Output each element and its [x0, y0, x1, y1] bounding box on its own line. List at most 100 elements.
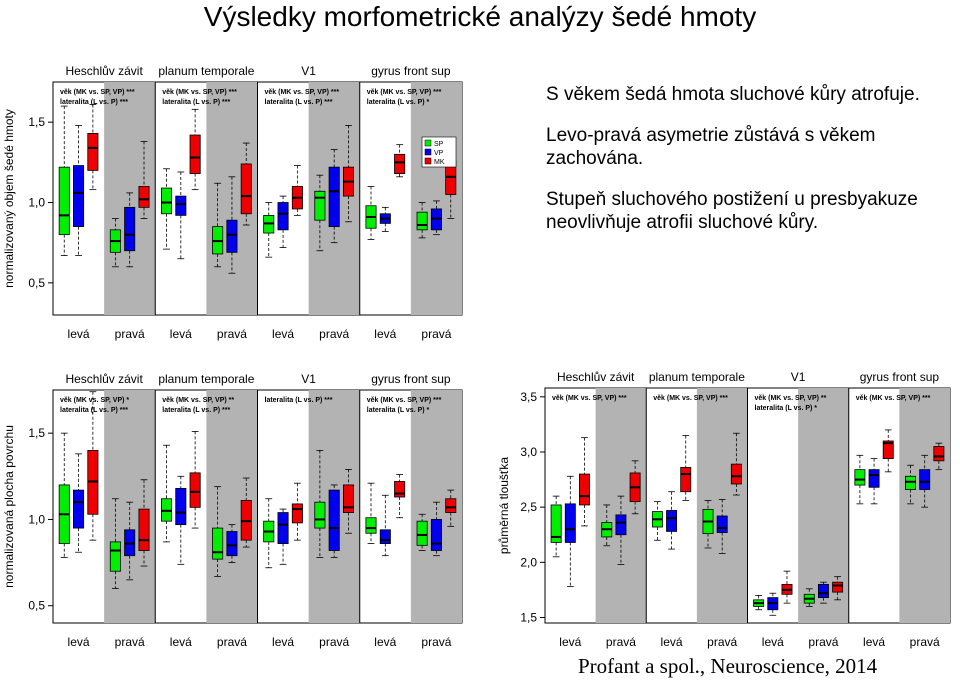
box-SP-levá — [854, 454, 866, 505]
box-iqr — [212, 527, 224, 560]
right-hemisphere-shade — [410, 82, 462, 315]
y-tick-label: 1,5 — [28, 426, 45, 440]
side-label: levá — [170, 327, 192, 341]
y-tick-label: 0,5 — [28, 599, 45, 613]
box-iqr — [430, 519, 442, 551]
box-SP-pravá — [109, 218, 121, 268]
box-SP-levá — [651, 501, 663, 541]
legend-swatch — [424, 157, 432, 165]
side-label: pravá — [319, 327, 349, 341]
box-VP-levá — [175, 171, 187, 260]
box-MK-levá — [87, 391, 99, 541]
box-MK-pravá — [138, 141, 150, 219]
box-MK-levá — [394, 474, 406, 519]
box-VP-pravá — [615, 495, 627, 565]
finding-3: Stupeň sluchového postižení u presbyakuz… — [546, 189, 918, 233]
box-SP-levá — [365, 482, 377, 545]
region-label: V1 — [301, 372, 316, 386]
box-iqr — [87, 133, 99, 171]
box-SP-pravá — [212, 182, 224, 268]
box-iqr — [175, 487, 187, 526]
box-MK-pravá — [240, 142, 252, 226]
region-label: V1 — [301, 64, 316, 78]
box-VP-levá — [666, 491, 678, 550]
box-iqr — [615, 514, 627, 536]
box-MK-levá — [882, 429, 894, 473]
box-iqr — [277, 512, 289, 545]
box-iqr — [832, 581, 844, 593]
box-iqr — [328, 166, 340, 228]
region-label: planum temporale — [649, 370, 745, 384]
significance-annotation: věk (MK vs. SP, VP) ** — [755, 395, 827, 402]
significance-annotation: lateralita (L vs. P) *** — [265, 99, 333, 106]
box-VP-pravá — [226, 524, 238, 563]
significance-annotation: lateralita (L vs. P) * — [367, 407, 430, 414]
box-iqr — [240, 163, 252, 215]
box-SP-pravá — [109, 498, 121, 589]
legend-label: SP — [434, 141, 444, 148]
box-SP-levá — [58, 432, 70, 558]
box-iqr — [124, 206, 136, 252]
significance-annotation: lateralita (L vs. P) *** — [265, 397, 333, 404]
box-MK-pravá — [138, 479, 150, 567]
region-label: planum temporale — [158, 372, 254, 386]
box-iqr — [109, 541, 121, 572]
box-iqr — [175, 195, 187, 216]
box-VP-pravá — [124, 192, 136, 268]
box-VP-pravá — [124, 501, 136, 581]
box-iqr — [314, 501, 326, 529]
side-label: levá — [272, 327, 294, 341]
finding-1: S věkem šedá hmota sluchové kůry atrofuj… — [546, 84, 920, 105]
box-SP-levá — [58, 105, 70, 256]
box-iqr — [868, 469, 880, 488]
box-iqr — [226, 219, 238, 253]
box-MK-levá — [87, 104, 99, 191]
box-iqr — [445, 498, 457, 513]
box-MK-levá — [680, 435, 692, 501]
side-label: pravá — [217, 327, 247, 341]
box-iqr — [550, 504, 562, 543]
side-label: levá — [762, 635, 784, 649]
box-iqr — [882, 440, 894, 460]
region-label: Heschlův závit — [65, 64, 143, 78]
box-MK-levá — [394, 144, 406, 178]
legend-label: MK — [434, 159, 445, 166]
significance-annotation: věk (MK vs. SP, VP) *** — [653, 395, 728, 402]
box-SP-pravá — [803, 588, 815, 607]
y-tick-label: 3,5 — [520, 390, 537, 404]
box-SP-levá — [160, 168, 173, 250]
significance-annotation: věk (MK vs. SP, VP) *** — [162, 89, 237, 96]
box-iqr — [666, 510, 678, 532]
box-iqr — [680, 467, 692, 493]
box-VP-levá — [564, 475, 576, 587]
box-MK-levá — [291, 482, 303, 541]
box-iqr — [189, 472, 201, 508]
y-tick-label: 1,5 — [520, 610, 537, 624]
box-MK-pravá — [240, 477, 252, 548]
box-iqr — [564, 503, 576, 543]
box-VP-levá — [73, 453, 85, 553]
box-SP-levá — [263, 498, 275, 569]
box-iqr — [933, 446, 945, 462]
box-iqr — [905, 475, 916, 490]
box-VP-pravá — [430, 501, 442, 557]
box-SP-pravá — [702, 500, 714, 549]
box-iqr — [579, 473, 590, 506]
box-iqr — [919, 469, 931, 490]
significance-annotation: lateralita (L vs. P) *** — [60, 99, 128, 106]
side-label: levá — [559, 635, 581, 649]
region-label: gyrus front sup — [371, 64, 451, 78]
surface-area-chart: Heschlův závit věk (MK vs. SP, VP) * later… — [2, 372, 463, 649]
box-iqr — [342, 484, 355, 513]
box-VP-levá — [277, 508, 289, 565]
box-iqr — [854, 469, 866, 486]
box-iqr — [73, 489, 85, 529]
region-label: Heschlův závit — [557, 370, 635, 384]
box-MK-levá — [579, 437, 590, 527]
region-label: V1 — [791, 370, 806, 384]
box-iqr — [730, 463, 742, 485]
box-SP-pravá — [416, 202, 428, 239]
significance-annotation: věk (MK vs. SP, VP) *** — [367, 397, 442, 404]
box-MK-pravá — [730, 432, 742, 496]
box-iqr — [73, 165, 85, 228]
